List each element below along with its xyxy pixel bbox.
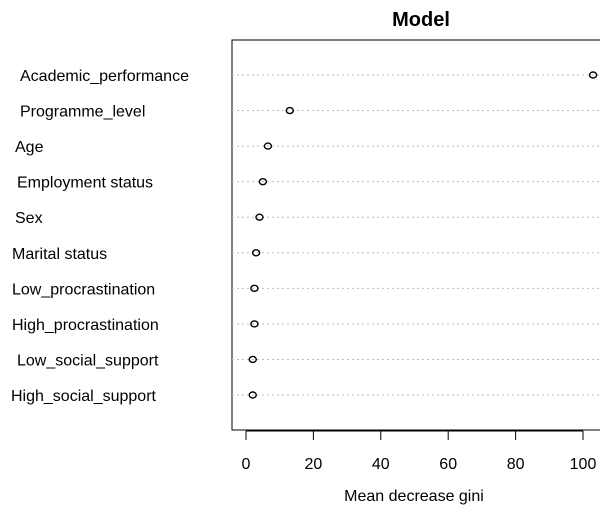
category-label: Low_social_support <box>17 352 159 369</box>
x-tick-label: 0 <box>242 456 251 473</box>
category-label: Low_procrastination <box>12 281 155 298</box>
data-point <box>250 320 259 328</box>
category-label: Age <box>15 139 44 156</box>
x-axis: 0 20 40 60 80 100 <box>242 430 597 473</box>
data-point <box>248 355 257 364</box>
data-point <box>248 391 257 399</box>
data-points <box>248 71 598 399</box>
x-tick-label: 60 <box>439 456 457 473</box>
category-label: Sex <box>15 210 43 227</box>
chart-title: Model <box>392 9 450 31</box>
category-label: Programme_level <box>20 104 145 121</box>
x-axis-label: Mean decrease gini <box>344 488 484 505</box>
category-label: High_social_support <box>11 388 157 405</box>
data-point <box>258 177 268 186</box>
grid-layer <box>232 74 600 396</box>
data-point <box>251 249 261 257</box>
data-point <box>263 142 273 150</box>
data-point <box>588 71 598 79</box>
x-tick-label: 20 <box>305 456 323 473</box>
category-label: Employment status <box>17 175 153 192</box>
x-tick-label: 100 <box>570 456 597 473</box>
data-point <box>285 106 295 115</box>
category-label: Academic_performance <box>20 68 189 85</box>
category-labels: Academic_performance Programme_level Age Em… <box>11 68 189 405</box>
data-point <box>250 284 259 293</box>
category-label: High_procrastination <box>12 317 159 334</box>
category-label: Marital status <box>12 246 107 263</box>
data-point <box>255 213 264 221</box>
plot-frame <box>231 39 600 431</box>
x-tick-label: 40 <box>372 456 390 473</box>
x-tick-label: 80 <box>507 456 525 473</box>
